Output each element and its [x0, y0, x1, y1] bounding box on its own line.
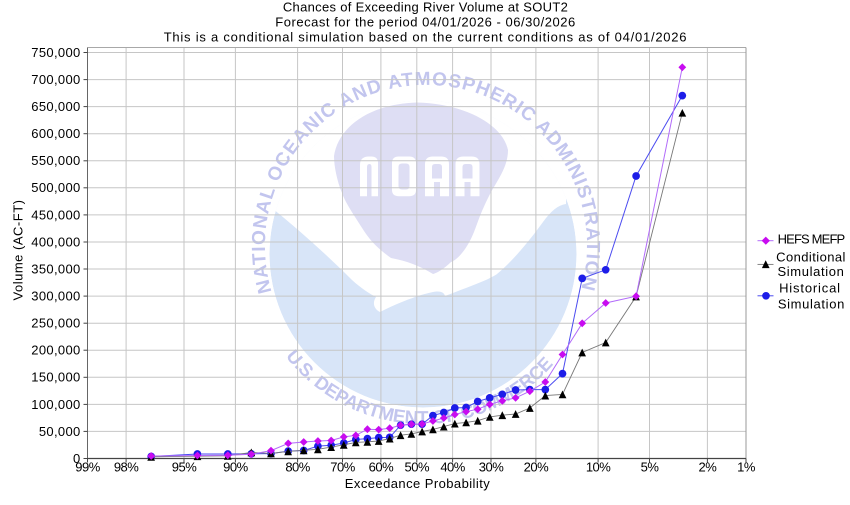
- svg-text:450,000: 450,000: [31, 207, 80, 222]
- svg-text:600,000: 600,000: [31, 126, 80, 141]
- svg-text:250,000: 250,000: [31, 316, 80, 331]
- svg-text:200,000: 200,000: [31, 343, 80, 358]
- svg-text:Volume (AC-FT): Volume (AC-FT): [11, 200, 26, 301]
- svg-text:Historical: Historical: [779, 280, 841, 295]
- svg-text:0: 0: [73, 451, 81, 466]
- svg-text:95%: 95%: [172, 460, 197, 475]
- svg-text:99%: 99%: [75, 460, 100, 475]
- svg-text:750,000: 750,000: [31, 45, 80, 60]
- svg-text:350,000: 350,000: [31, 261, 80, 276]
- svg-text:Conditional: Conditional: [776, 250, 846, 265]
- svg-text:650,000: 650,000: [31, 99, 80, 114]
- svg-text:Exceedance Probability: Exceedance Probability: [345, 476, 490, 491]
- svg-text:50,000: 50,000: [39, 424, 81, 439]
- svg-text:80%: 80%: [285, 460, 310, 475]
- svg-text:HEFS MEFP: HEFS MEFP: [778, 232, 845, 247]
- svg-text:Forecast for the period 04/01/: Forecast for the period 04/01/2026 - 06/…: [275, 15, 575, 30]
- svg-text:700,000: 700,000: [31, 72, 80, 87]
- svg-text:300,000: 300,000: [31, 289, 80, 304]
- svg-text:98%: 98%: [114, 460, 139, 475]
- svg-text:Simulation: Simulation: [777, 264, 844, 279]
- svg-text:20%: 20%: [524, 460, 549, 475]
- svg-text:400,000: 400,000: [31, 234, 80, 249]
- svg-text:150,000: 150,000: [31, 370, 80, 385]
- svg-text:2%: 2%: [699, 460, 718, 475]
- svg-text:1%: 1%: [737, 460, 756, 475]
- svg-text:40%: 40%: [440, 460, 465, 475]
- svg-text:550,000: 550,000: [31, 153, 80, 168]
- svg-text:100,000: 100,000: [31, 397, 80, 412]
- svg-text:5%: 5%: [641, 460, 660, 475]
- svg-text:500,000: 500,000: [31, 180, 80, 195]
- svg-text:Simulation: Simulation: [778, 297, 845, 312]
- svg-text:50%: 50%: [405, 460, 430, 475]
- svg-text:Chances of Exceeding River Vol: Chances of Exceeding River Volume at SOU…: [283, 0, 568, 15]
- svg-text:60%: 60%: [369, 460, 394, 475]
- svg-text:10%: 10%: [586, 460, 611, 475]
- svg-text:90%: 90%: [223, 460, 248, 475]
- svg-text:This is a conditional simulati: This is a conditional simulation based o…: [164, 30, 688, 45]
- svg-text:70%: 70%: [330, 460, 355, 475]
- svg-text:30%: 30%: [479, 460, 504, 475]
